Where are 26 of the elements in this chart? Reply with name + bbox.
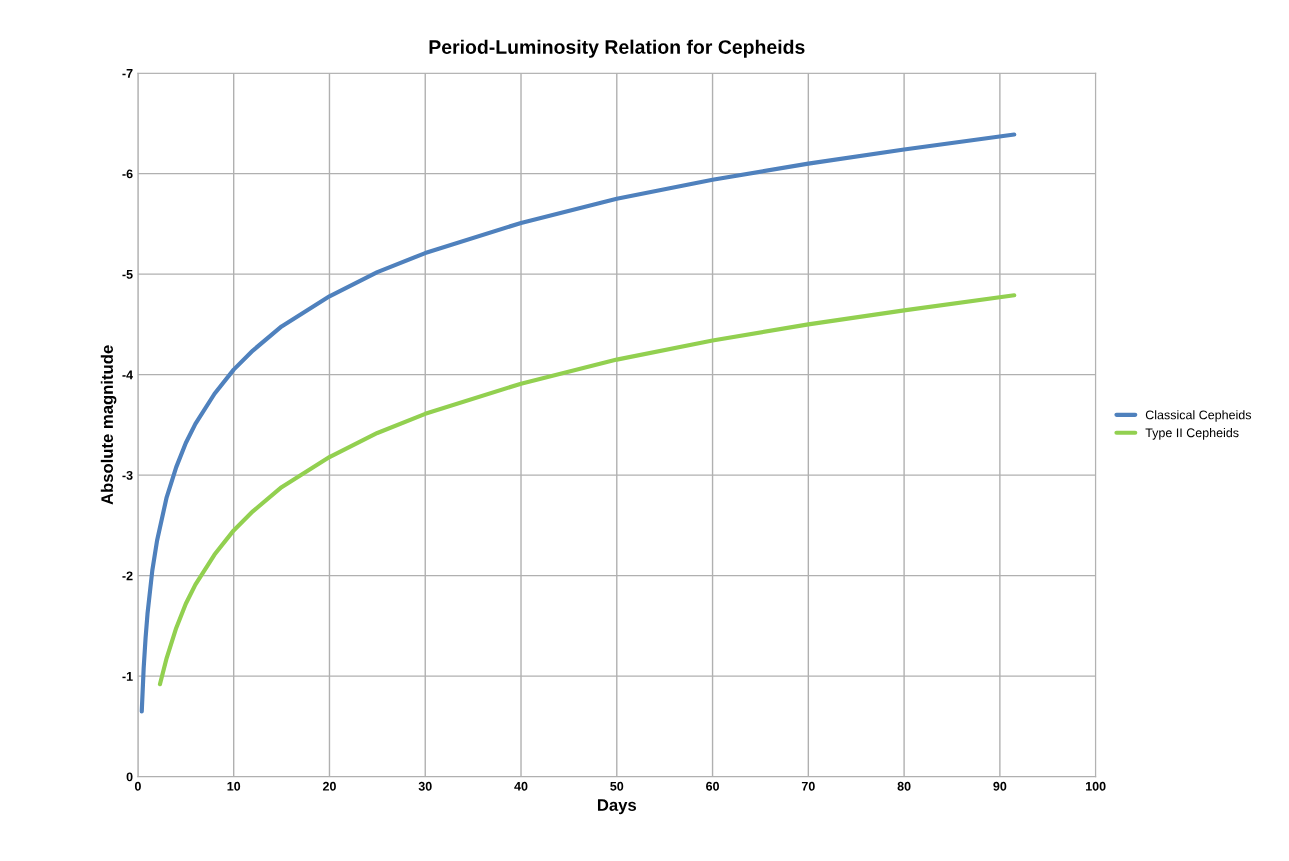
y-tick-label: -2 bbox=[122, 571, 133, 581]
x-tick-label: 10 bbox=[227, 781, 241, 791]
x-tick-label: 50 bbox=[610, 781, 624, 791]
y-tick-label: -4 bbox=[122, 370, 133, 380]
line-series bbox=[157, 293, 1017, 687]
y-tick-label: 0 bbox=[126, 772, 133, 782]
x-tick-label: 20 bbox=[322, 781, 336, 791]
y-axis-title: Absolute magnitude bbox=[100, 345, 117, 505]
x-tick-label: 70 bbox=[801, 781, 815, 791]
x-tick-label: 60 bbox=[706, 781, 719, 791]
legend-label: Type II Cepheids bbox=[1145, 428, 1239, 440]
y-tick-label: -7 bbox=[122, 69, 133, 78]
legend-label: Classical Cepheids bbox=[1145, 410, 1252, 422]
line-series bbox=[139, 132, 1017, 714]
y-tick-label: -5 bbox=[122, 270, 133, 279]
y-tick-label: -3 bbox=[122, 470, 133, 480]
x-tick-label: 30 bbox=[418, 781, 432, 791]
x-tick-label: 0 bbox=[134, 781, 141, 791]
x-tick-label: 40 bbox=[514, 781, 528, 791]
y-tick-label: -6 bbox=[122, 169, 133, 179]
x-tick-label: 80 bbox=[897, 781, 911, 791]
x-tick-label: 100 bbox=[1086, 781, 1106, 791]
y-tick-label: -1 bbox=[122, 672, 133, 681]
chart-title: Period-Luminosity Relation for Cepheids bbox=[429, 39, 805, 58]
x-axis-title: Days bbox=[597, 799, 637, 815]
x-tick-label: 90 bbox=[993, 781, 1007, 791]
